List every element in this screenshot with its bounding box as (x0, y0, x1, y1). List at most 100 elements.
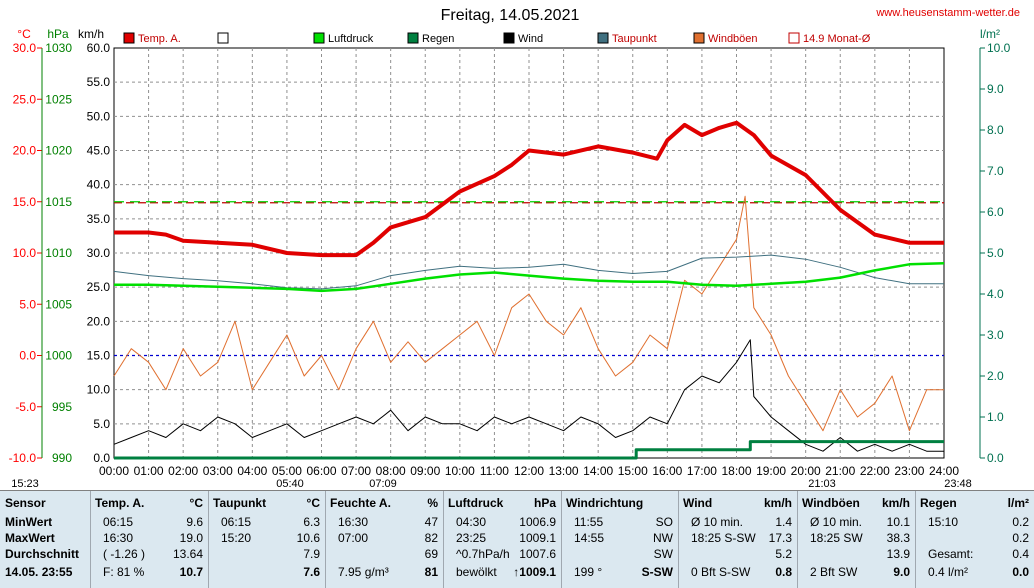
series-line-luftdruck (114, 262, 945, 293)
time-tick-label: 03:00 (203, 464, 233, 478)
time-tick-label: 12:00 (514, 464, 544, 478)
panel-cell-value: 0.0 (1012, 565, 1029, 579)
panel-column: Temp. A. °C 06:15 9.6 16:30 19.0 ( -1.26 ) 13.6… (90, 491, 208, 588)
panel-cell-value: ↑1009.1 (513, 565, 556, 579)
panel-cell-label: 2 Bft SW (810, 565, 858, 579)
time-tick-label: 01:00 (134, 464, 164, 478)
panel-header-title: Windböen (802, 496, 860, 510)
panel-cell-label: Ø 10 min. (691, 515, 744, 529)
temp-tick-label: 20.0 (13, 144, 37, 158)
panel-cell-value: 1007.6 (519, 547, 556, 561)
panel-row: F: 81 % 10.7 (95, 565, 203, 581)
series-line-windb-en (113, 195, 944, 432)
panel-column: Feuchte A.% 16:30 47 07:00 82 69 7.95 g/m³ 81 (325, 491, 443, 588)
panel-row: 13.9 (802, 547, 910, 563)
panel-column: Windböen km/h Ø 10 min. 10.1 18:25 SW 38.3 13.… (797, 491, 915, 588)
time-tick-label: 00:00 (99, 464, 129, 478)
time-tick-label: 05:00 (272, 464, 302, 478)
time-tick-label: 09:00 (410, 464, 440, 478)
legend-item: Temp. A. (123, 32, 181, 45)
panel-cell-label: Gesamt: (928, 547, 974, 561)
panel-cell-label: Ø 10 min. (810, 515, 863, 529)
panel-cell-value: 38.3 (886, 531, 910, 545)
legend-item: Windböen (693, 32, 758, 45)
temp-tick-label: -10.0 (9, 451, 37, 465)
panel-column: Sensor MinWert MaxWert Durchschnitt 14.05. 2… (0, 491, 90, 588)
panel-cell-label: 18:25 SW (810, 531, 863, 545)
pressure-tick-label: 995 (52, 400, 72, 414)
panel-cell-value: 81 (424, 565, 438, 579)
panel-header-unit: hPa (533, 496, 556, 510)
chart-title: Freitag, 14.05.2021 (441, 7, 580, 24)
panel-header-title: Regen (920, 496, 957, 510)
time-tick-label: 14:00 (583, 464, 613, 478)
panel-header: Feuchte A.% (330, 496, 438, 510)
panel-header: Windrichtung (566, 496, 673, 510)
time-tick-label: 04:00 (237, 464, 267, 478)
panel-separator (915, 491, 916, 588)
panel-row: 23:25 1009.1 (448, 531, 556, 547)
rain-tick-label: 1.0 (987, 410, 1004, 424)
panel-cell-value: 0.8 (775, 565, 792, 579)
legend-item (217, 32, 229, 44)
panel-cell-label: 14.05. 23:55 (5, 565, 73, 579)
reference-lines (114, 201, 944, 357)
panel-cell-value: 17.3 (768, 531, 792, 545)
panel-row: 199 ° S-SW (566, 565, 673, 581)
panel-cell-value: 1009.1 (519, 531, 556, 545)
panel-cell-value: 0.4 (1012, 547, 1029, 561)
rain-tick-label: 4.0 (987, 287, 1004, 301)
panel-header-title: Temp. A. (95, 496, 145, 510)
pressure-tick-label: 1020 (45, 144, 72, 158)
panel-cell-value: 10.1 (886, 515, 910, 529)
panel-header: Luftdruck hPa (448, 496, 556, 510)
panel-row: 11:55 SO (566, 515, 673, 531)
panel-header-title: Taupunkt (213, 496, 267, 510)
panel-cell-value: 13.9 (886, 547, 910, 561)
series-line-temp-a- (114, 120, 944, 258)
panel-row: 0.4 l/m² 0.0 (920, 565, 1029, 581)
rain-tick-label: 6.0 (987, 205, 1004, 219)
time-tick-label: 10:00 (445, 464, 475, 478)
panel-cell-value: 0.2 (1012, 531, 1029, 545)
panel-cell-value: 19.0 (179, 531, 203, 545)
wind-tick-label: 45.0 (87, 144, 111, 158)
time-marker-label: 05:40 (276, 478, 304, 490)
time-marker-label: 23:48 (944, 478, 972, 490)
site-url[interactable]: www.heusenstamm-wetter.de (875, 7, 1020, 19)
time-tick-label: 08:00 (376, 464, 406, 478)
panel-cell-value: 1.4 (775, 515, 792, 529)
panel-cell-value: 7.9 (303, 547, 320, 561)
chart-legend: Temp. A. Luftdruck Regen Wind Taupunkt Windbö… (123, 32, 871, 45)
panel-row: Ø 10 min. 1.4 (683, 515, 792, 531)
series-line-taupunkt (113, 254, 944, 290)
time-tick-label: 19:00 (756, 464, 786, 478)
legend-item: Luftdruck (313, 32, 374, 45)
panel-header-title: Feuchte A. (330, 496, 391, 510)
temp-tick-label: 5.0 (19, 297, 36, 311)
pressure-tick-label: 1030 (45, 41, 72, 55)
rain-tick-label: 3.0 (987, 328, 1004, 342)
wind-tick-label: 60.0 (87, 41, 111, 55)
panel-cell-label: 18:25 S-SW (691, 531, 756, 545)
series-lines (113, 120, 945, 460)
time-tick-label: 15:00 (618, 464, 648, 478)
panel-column: Regen l/m² 15:10 0.2 0.2 Gesamt: 0.4 0.4 l/m² 0.… (915, 491, 1034, 588)
panel-row: 5.2 (683, 547, 792, 563)
panel-row: 18:25 S-SW 17.3 (683, 531, 792, 547)
time-tick-label: 06:00 (306, 464, 336, 478)
time-tick-label: 11:00 (480, 464, 509, 478)
panel-separator (797, 491, 798, 588)
panel-header-title: Luftdruck (448, 496, 504, 510)
panel-separator (443, 491, 444, 588)
panel-cell-value: 69 (424, 547, 438, 561)
pressure-tick-label: 1015 (45, 195, 72, 209)
panel-header-unit: km/h (881, 496, 910, 510)
panel-header: Temp. A. °C (95, 496, 203, 510)
panel-row: 07:00 82 (330, 531, 438, 547)
wind-tick-label: 15.0 (87, 349, 111, 363)
legend-label: Windböen (708, 33, 758, 45)
panel-cell-label: Durchschnitt (5, 547, 80, 561)
legend-swatch (503, 32, 515, 44)
panel-cell-label: 06:15 (103, 515, 134, 529)
